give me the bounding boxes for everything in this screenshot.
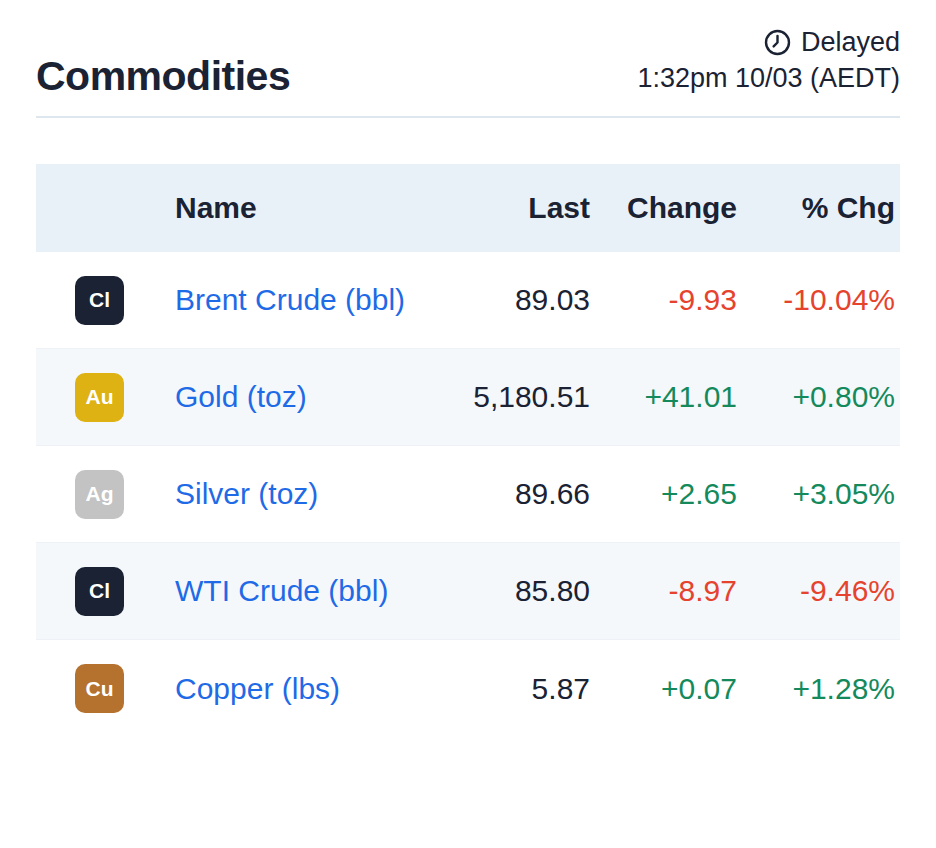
pct-chg-value: -9.46% [737, 574, 895, 608]
commodity-symbol-badge: Cl [75, 276, 124, 325]
pct-chg-value: +0.80% [737, 380, 895, 414]
name-cell: WTI Crude (bbl) [175, 553, 427, 629]
change-value: +2.65 [590, 477, 737, 511]
symbol-cell: Cl [36, 276, 175, 325]
commodities-widget: Commodities Delayed 1:32pm 10/03 (AEDT) … [0, 0, 936, 737]
column-header-pct-chg: % Chg [737, 191, 895, 225]
commodity-name-link[interactable]: Gold (toz) [175, 359, 307, 435]
commodities-table: Name Last Change % Chg Cl Brent Crude (b… [36, 164, 900, 737]
delayed-label: Delayed [801, 24, 900, 60]
symbol-cell: Cu [36, 664, 175, 713]
commodity-symbol-badge: Au [75, 373, 124, 422]
pct-chg-value: +1.28% [737, 672, 895, 706]
change-value: -9.93 [590, 283, 737, 317]
table-row: Cl Brent Crude (bbl) 89.03 -9.93 -10.04% [36, 252, 900, 349]
commodity-name-link[interactable]: Silver (toz) [175, 456, 318, 532]
commodity-symbol-badge: Ag [75, 470, 124, 519]
name-cell: Gold (toz) [175, 359, 427, 435]
symbol-cell: Au [36, 373, 175, 422]
last-value: 85.80 [427, 574, 590, 608]
pct-chg-value: +3.05% [737, 477, 895, 511]
change-value: +41.01 [590, 380, 737, 414]
change-value: -8.97 [590, 574, 737, 608]
table-row: Au Gold (toz) 5,180.51 +41.01 +0.80% [36, 349, 900, 446]
table-header-row: Name Last Change % Chg [36, 164, 900, 252]
quote-status: Delayed 1:32pm 10/03 (AEDT) [637, 20, 900, 97]
last-value: 5.87 [427, 672, 590, 706]
commodity-symbol-badge: Cl [75, 567, 124, 616]
name-cell: Silver (toz) [175, 456, 427, 532]
name-cell: Copper (lbs) [175, 651, 427, 727]
widget-topbar: Commodities Delayed 1:32pm 10/03 (AEDT) [36, 20, 900, 100]
column-header-change: Change [590, 191, 737, 225]
commodity-name-link[interactable]: Brent Crude (bbl) [175, 262, 405, 338]
table-row: Ag Silver (toz) 89.66 +2.65 +3.05% [36, 446, 900, 543]
column-header-name: Name [175, 191, 427, 225]
title-divider [36, 116, 900, 118]
page-title: Commodities [36, 20, 290, 100]
table-body: Cl Brent Crude (bbl) 89.03 -9.93 -10.04%… [36, 252, 900, 737]
last-value: 5,180.51 [427, 380, 590, 414]
symbol-cell: Ag [36, 470, 175, 519]
commodity-symbol-badge: Cu [75, 664, 124, 713]
column-header-last: Last [427, 191, 590, 225]
table-row: Cu Copper (lbs) 5.87 +0.07 +1.28% [36, 640, 900, 737]
name-cell: Brent Crude (bbl) [175, 262, 427, 338]
commodity-name-link[interactable]: Copper (lbs) [175, 651, 340, 727]
quote-timestamp: 1:32pm 10/03 (AEDT) [637, 60, 900, 97]
table-row: Cl WTI Crude (bbl) 85.80 -8.97 -9.46% [36, 543, 900, 640]
pct-chg-value: -10.04% [737, 283, 895, 317]
commodity-name-link[interactable]: WTI Crude (bbl) [175, 553, 388, 629]
last-value: 89.03 [427, 283, 590, 317]
last-value: 89.66 [427, 477, 590, 511]
symbol-cell: Cl [36, 567, 175, 616]
clock-icon [763, 28, 792, 57]
change-value: +0.07 [590, 672, 737, 706]
